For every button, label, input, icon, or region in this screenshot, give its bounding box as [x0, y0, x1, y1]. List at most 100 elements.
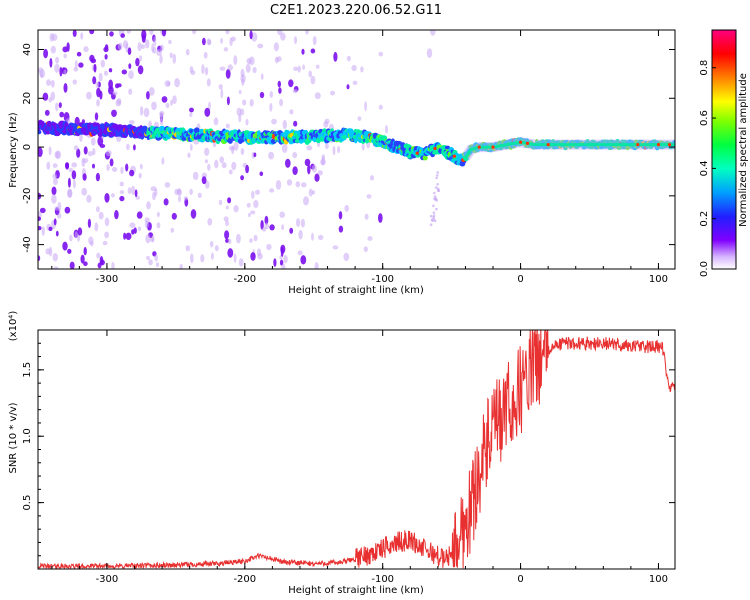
y-tick-label: 1.5	[22, 362, 33, 378]
noise-dot	[378, 51, 384, 57]
noise-dot	[226, 96, 230, 106]
noise-dot	[281, 224, 285, 231]
noise-dot	[50, 80, 55, 88]
noise-dot	[275, 180, 282, 190]
noise-dot	[127, 47, 132, 55]
noise-dot	[108, 86, 114, 95]
noise-dot	[367, 236, 373, 241]
noise-dot	[100, 59, 106, 68]
noise-dot	[55, 102, 59, 112]
noise-dot	[67, 177, 71, 188]
ridge-peak	[636, 143, 640, 147]
noise-dot	[202, 37, 206, 46]
noise-dot	[155, 262, 160, 268]
x-tick-label: -200	[233, 274, 256, 285]
noise-dot	[92, 76, 97, 85]
noise-dot	[40, 72, 44, 78]
noise-dot	[249, 238, 253, 243]
trail-dot	[432, 214, 436, 217]
noise-dot	[111, 109, 117, 118]
noise-dot	[67, 248, 72, 254]
noise-dot	[238, 113, 242, 123]
noise-dot	[174, 188, 179, 196]
noise-dot	[161, 157, 165, 165]
noise-dot	[98, 211, 104, 220]
noise-dot	[83, 261, 88, 267]
noise-dot	[259, 91, 265, 99]
noise-dot	[144, 217, 150, 224]
noise-dot	[54, 63, 60, 73]
ridge-peak	[546, 143, 550, 147]
colorbar-tick-label: 0.4	[699, 160, 710, 176]
noise-dot	[314, 262, 319, 269]
noise-dot	[227, 64, 233, 71]
noise-dot	[86, 91, 92, 100]
noise-dot	[219, 66, 226, 71]
noise-dot	[238, 90, 242, 95]
noise-dot	[279, 211, 286, 218]
noise-dot	[242, 99, 247, 106]
noise-dot	[69, 261, 75, 269]
ridge-peak	[477, 145, 481, 149]
colorbar-ticks: 0.0 0.2 0.4 0.6 0.8	[699, 60, 716, 277]
noise-dot	[233, 205, 239, 213]
noise-dot	[165, 102, 170, 109]
noise-dot	[42, 92, 49, 101]
noise-dot	[82, 173, 87, 181]
noise-dot	[38, 255, 41, 262]
noise-dot	[163, 198, 169, 206]
noise-dot	[192, 171, 199, 181]
noise-dot	[280, 247, 284, 257]
noise-dot	[289, 109, 294, 115]
noise-dot	[250, 252, 256, 261]
noise-dot	[239, 108, 245, 116]
noise-dot	[370, 175, 374, 181]
noise-dot	[310, 48, 316, 54]
noise-dot	[90, 137, 96, 146]
noise-dot	[156, 222, 161, 229]
noise-dot	[94, 112, 99, 121]
noise-dot	[189, 66, 194, 73]
noise-dot	[128, 70, 134, 80]
noise-dot	[274, 56, 279, 64]
noise-dot	[190, 209, 197, 219]
noise-dot	[117, 42, 123, 51]
trail-dot	[430, 218, 434, 222]
noise-dot	[231, 161, 237, 171]
noise-dot	[63, 83, 68, 93]
noise-dot	[122, 40, 129, 49]
noise-dot	[64, 206, 71, 214]
noise-dot	[269, 102, 273, 112]
noise-dot	[220, 88, 224, 99]
x-tick-label: 0	[517, 274, 523, 285]
noise-dot	[269, 224, 275, 231]
noise-dot	[363, 246, 368, 253]
noise-dot	[159, 110, 165, 117]
snr-y-label: SNR (10 * v/v)	[8, 402, 19, 473]
noise-dot	[111, 261, 115, 269]
noise-dot	[246, 202, 251, 208]
y-tick-label: -40	[22, 236, 33, 252]
noise-dot	[261, 227, 267, 232]
noise-dot	[292, 152, 298, 159]
noise-dot	[310, 75, 316, 85]
noise-dot	[138, 172, 142, 179]
noise-dot	[58, 102, 62, 108]
noise-dot	[277, 80, 281, 88]
noise-dot	[227, 238, 232, 244]
noise-dot	[104, 193, 110, 203]
trail-dot	[435, 207, 438, 211]
spectrogram-marks	[38, 30, 675, 269]
noise-dot	[161, 30, 167, 37]
noise-dot	[346, 55, 351, 62]
noise-dot	[114, 210, 119, 220]
noise-dot	[218, 84, 223, 90]
noise-dot	[314, 173, 320, 182]
noise-dot	[204, 67, 209, 76]
noise-dot	[71, 162, 78, 168]
noise-dot	[104, 217, 110, 227]
noise-dot	[231, 145, 235, 155]
noise-dot	[281, 263, 286, 269]
noise-dot	[105, 150, 112, 157]
